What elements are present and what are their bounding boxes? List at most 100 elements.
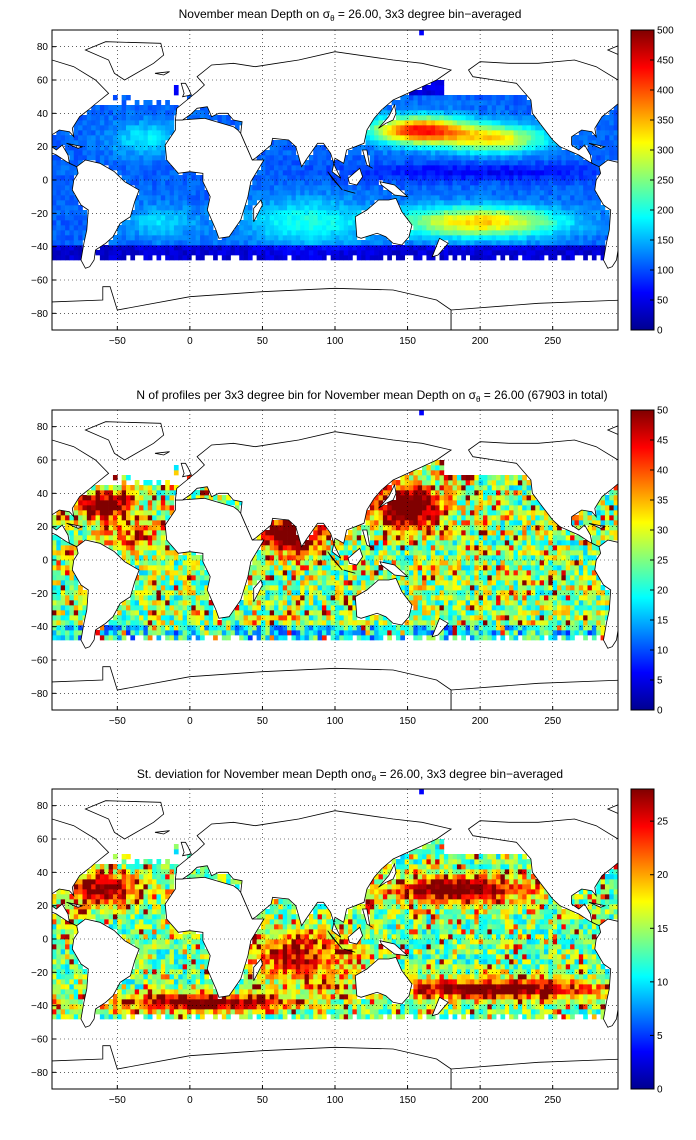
heatmap-cell [609,130,614,136]
heatmap-cell [430,560,436,566]
heatmap-cell [557,155,562,161]
heatmap-cell [295,180,301,186]
heatmap-cell [82,140,88,146]
heatmap-cell [65,230,70,236]
heatmap-cell [409,600,414,606]
heatmap-cell [317,575,323,581]
heatmap-cell [152,565,157,571]
heatmap-cell [165,115,170,121]
heatmap-cell [539,555,545,561]
heatmap-cell [374,630,379,636]
heatmap-cell [535,155,540,161]
heatmap-cell [517,120,523,126]
heatmap-cell [496,615,501,621]
heatmap-cell [596,585,601,591]
heatmap-cell [391,145,397,151]
heatmap-cell [456,115,462,121]
heatmap-cell [256,615,262,621]
heatmap-cell [413,100,419,106]
heatmap-cell [160,125,166,131]
heatmap-cell [443,190,449,196]
heatmap-cell [426,200,432,206]
heatmap-cell [561,610,567,616]
heatmap-cell [587,630,593,636]
heatmap-cell [335,555,340,561]
heatmap-cell [260,605,266,611]
heatmap-cell [478,155,484,161]
heatmap-cell [278,155,284,161]
heatmap-cell [121,635,127,641]
heatmap-cell [382,190,388,196]
heatmap-cell [483,115,488,121]
heatmap-cell [186,230,192,236]
heatmap-cell [108,625,114,631]
heatmap-cell [526,590,532,596]
heatmap-cell [260,580,266,586]
heatmap-cell [539,240,545,246]
heatmap-cell [278,550,284,556]
heatmap-cell [321,635,327,641]
heatmap-cell [513,635,519,641]
heatmap-cell [239,230,244,236]
heatmap-cell [291,565,297,571]
heatmap-cell [469,580,475,586]
heatmap-cell [417,235,423,241]
heatmap-cell [204,610,210,616]
heatmap-cell [339,235,345,241]
heatmap-cell [117,625,123,631]
heatmap-cell [178,565,183,571]
heatmap-cell [247,600,253,606]
heatmap-cell [356,625,362,631]
heatmap-cell [448,145,453,151]
heatmap-cell [382,125,388,131]
heatmap-cell [387,180,392,186]
heatmap-cell [461,130,466,136]
heatmap-cell [300,195,305,201]
heatmap-cell [517,170,523,176]
heatmap-cell [134,110,140,116]
heatmap-cell [308,220,314,226]
heatmap-cell [517,95,523,101]
heatmap-cell [65,635,70,641]
heatmap-cell [539,635,545,641]
heatmap-cell [269,590,275,596]
heatmap-cell [356,210,362,216]
heatmap-cell [374,125,379,131]
heatmap-cell [165,170,170,176]
heatmap-cell [139,195,144,201]
heatmap-cell [426,205,432,211]
heatmap-cell [173,235,179,241]
heatmap-cell [204,580,210,586]
heatmap-cell [587,580,593,586]
heatmap-cell [156,100,162,106]
heatmap-cell [147,565,153,571]
heatmap-cell [278,575,284,581]
heatmap-cell [439,165,445,171]
heatmap-cell [583,255,588,261]
heatmap-cell [112,625,118,631]
heatmap-cell [561,585,567,591]
heatmap-cell [69,590,75,596]
heatmap-cell [313,560,318,566]
heatmap-cell [169,245,175,251]
heatmap-cell [308,610,314,616]
heatmap-cell [130,600,136,606]
heatmap-cell [200,245,205,251]
heatmap-cell [252,630,257,636]
heatmap-cell [321,590,327,596]
heatmap-cell [121,220,127,226]
heatmap-cell [552,550,558,556]
heatmap-cell [461,595,466,601]
heatmap-cell [517,140,523,146]
heatmap-cell [413,205,419,211]
heatmap-cell [269,140,275,146]
heatmap-cell [178,630,183,636]
heatmap-cell [304,160,310,166]
heatmap-cell [82,125,88,131]
heatmap-cell [326,250,331,256]
heatmap-cell [52,610,57,616]
heatmap-cell [365,205,371,211]
heatmap-cell [469,255,475,261]
heatmap-cell [152,605,157,611]
heatmap-cell [335,210,340,216]
